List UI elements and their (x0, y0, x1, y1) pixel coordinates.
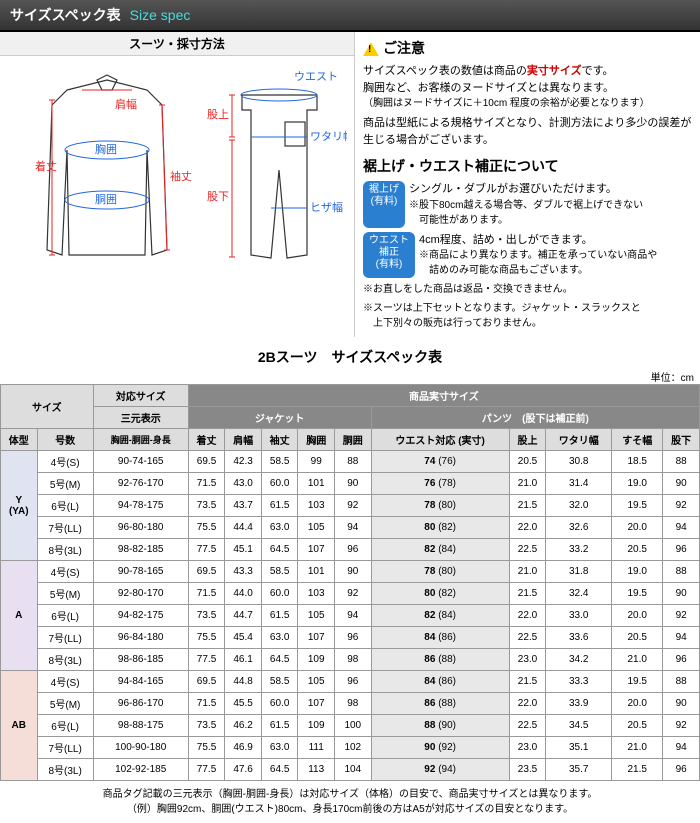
table-row: 8号(3L)98-82-18577.545.164.51079682 (84)2… (1, 539, 700, 561)
svg-text:肩幅: 肩幅 (115, 97, 137, 111)
svg-text:ワタリ幅: ワタリ幅 (310, 130, 347, 143)
table-row: A4号(S)90-78-16569.543.358.51019078 (80)2… (1, 561, 700, 583)
svg-text:胸囲: 胸囲 (95, 142, 117, 156)
svg-text:袖丈: 袖丈 (170, 169, 192, 183)
svg-text:ヒザ幅: ヒザ幅 (310, 201, 343, 214)
svg-text:胴囲: 胴囲 (95, 193, 117, 206)
table-row: 8号(3L)98-86-18577.546.164.51099886 (88)2… (1, 649, 700, 671)
table-row: Y (YA)4号(S)90-74-16569.542.358.5998874 (… (1, 451, 700, 473)
table-row: 6号(L)98-88-17573.546.261.510910088 (90)2… (1, 715, 700, 737)
size-table: サイズ 対応サイズ 商品実寸サイズ 三元表示 ジャケット パンツ (股下は補正前… (0, 384, 700, 781)
title-en: Size spec (130, 7, 191, 23)
svg-text:股上: 股上 (207, 108, 229, 121)
table-title: 2Bスーツ サイズスペック表 (0, 347, 700, 367)
svg-text:ウエスト: ウエスト (294, 70, 338, 83)
table-row: AB4号(S)94-84-16569.544.858.51059684 (86)… (1, 671, 700, 693)
svg-text:着丈: 着丈 (35, 159, 57, 173)
waist-badge: ウエスト 補正 (有料) (363, 232, 415, 279)
table-row: 8号(3L)102-92-18577.547.664.511310492 (94… (1, 759, 700, 781)
svg-text:股下: 股下 (207, 190, 229, 203)
header-bar: サイズスペック表 Size spec (0, 0, 700, 32)
diagram-title: スーツ・採寸方法 (0, 32, 354, 56)
unit-label: 単位：cm (0, 369, 700, 384)
notice-panel: ご注意 サイズスペック表の数値は商品の実寸サイズです。 胸囲など、お客様のヌード… (355, 32, 700, 337)
footnote: 商品タグ記載の三元表示（胸囲-胴囲-身長）は対応サイズ（体格）の目安で、商品実寸… (4, 787, 696, 817)
title-jp: サイズスペック表 (10, 7, 121, 23)
warning-icon (363, 42, 379, 56)
table-row: 5号(M)96-86-17071.545.560.01079886 (88)22… (1, 693, 700, 715)
table-row: 6号(L)94-78-17573.543.761.51039278 (80)21… (1, 495, 700, 517)
measurement-diagram: 着丈 肩幅 胸囲 胴囲 袖丈 ウエスト 股上 ワタリ幅 ヒザ幅 股下 (7, 60, 347, 290)
hemming-badge: 裾上げ (有料) (363, 181, 405, 228)
table-row: 7号(LL)96-84-18075.545.463.01079684 (86)2… (1, 627, 700, 649)
table-row: 6号(L)94-82-17573.544.761.51059482 (84)22… (1, 605, 700, 627)
table-row: 7号(LL)100-90-18075.546.963.011110290 (92… (1, 737, 700, 759)
table-row: 5号(M)92-80-17071.544.060.01039280 (82)21… (1, 583, 700, 605)
table-row: 5号(M)92-76-17071.543.060.01019076 (78)21… (1, 473, 700, 495)
table-row: 7号(LL)96-80-18075.544.463.01059480 (82)2… (1, 517, 700, 539)
diagram-panel: スーツ・採寸方法 着丈 肩幅 胸囲 胴囲 袖丈 (0, 32, 355, 337)
